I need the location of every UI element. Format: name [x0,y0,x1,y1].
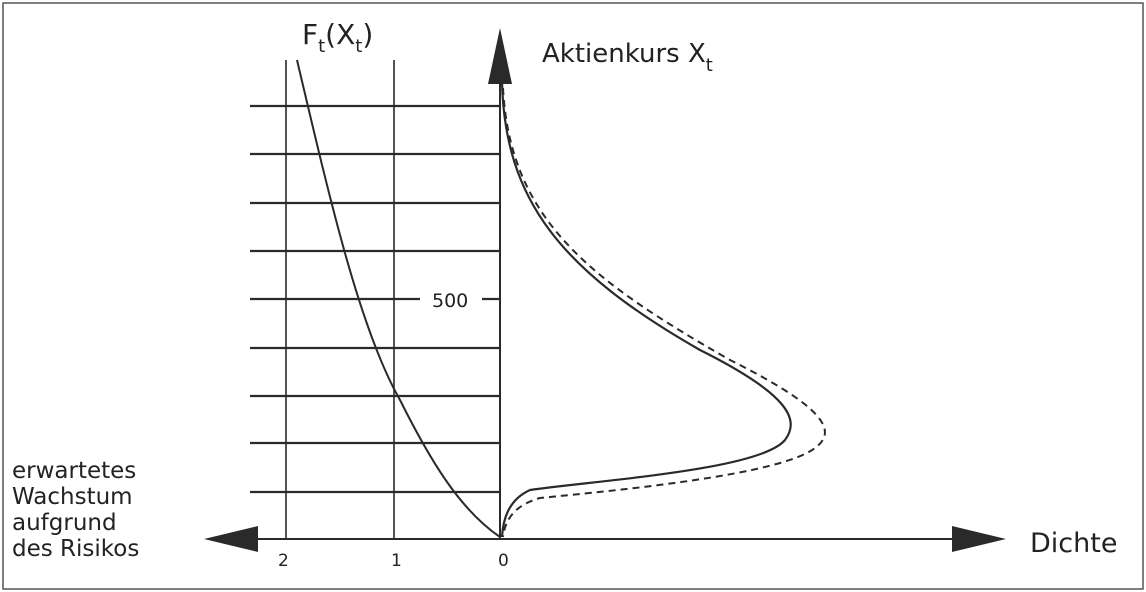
vertical-grid [285,60,395,540]
x-tick-1: 1 [391,551,402,571]
density-curve-solid [500,81,792,538]
density-curve-dashed [502,87,826,538]
x-axis-left-label-line-2: Wachstum [12,484,133,510]
y-axis-label: Aktienkurs Xt [542,39,713,76]
x-axis-left-label-line-4: des Risikos [12,536,139,562]
ft-curve [296,59,501,538]
y-axis-arrow [488,28,512,84]
x-axis-left-arrow [204,526,258,552]
horizontal-grid [250,104,500,494]
x-axis-left-label-line-3: aufgrund [12,510,117,536]
y-tick-500: 500 [432,290,468,312]
x-tick-0: 0 [498,551,509,571]
x-tick-2: 2 [278,551,289,571]
x-axis-left-label-line-1: erwartetes [12,458,136,484]
ft-label: Ft(Xt) [302,18,373,57]
x-axis-right-arrow [952,526,1006,552]
x-axis-right-label: Dichte [1030,528,1117,559]
